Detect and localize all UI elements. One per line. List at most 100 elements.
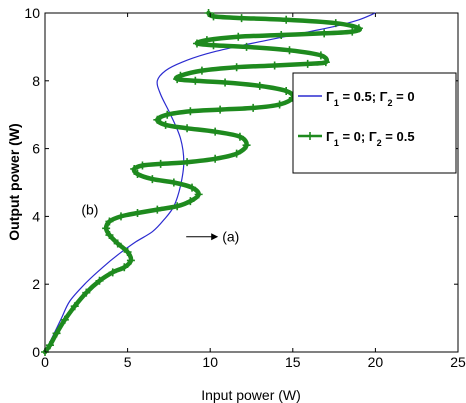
series-1-marker-57 (209, 41, 218, 50)
legend-label-0-part-0: Γ (326, 89, 334, 104)
series-1-marker-46 (191, 76, 200, 85)
y-tick-label-1: 2 (32, 276, 40, 292)
series-1-marker-19 (186, 197, 195, 206)
series-1-marker-24 (133, 170, 142, 179)
series-1-marker-1 (45, 341, 54, 350)
legend-label-0-part-4: = 0 (393, 89, 415, 104)
series-1-marker-23 (148, 175, 157, 184)
series-1-marker-62 (320, 29, 329, 38)
series-1-marker-20 (194, 190, 203, 199)
y-tick-label-4: 8 (32, 73, 40, 89)
curves-layer (41, 9, 376, 356)
legend-label-0: Γ1 = 0.5; Γ2 = 0 (326, 89, 415, 108)
series-1-marker-15 (116, 212, 125, 221)
series-1-marker-13 (102, 224, 111, 233)
legend-box (292, 72, 457, 174)
series-1-marker-5 (82, 288, 91, 297)
series-1-marker-11 (113, 239, 122, 248)
series-1-marker-12 (105, 231, 114, 240)
series-1-marker-54 (316, 51, 325, 60)
series-1-marker-61 (277, 31, 286, 40)
series-1-marker-64 (354, 24, 363, 33)
x-tick-label-3: 15 (285, 354, 301, 370)
legend-label-0-part-3: 2 (388, 98, 393, 108)
annotation-b-label: (b) (81, 201, 98, 217)
series-1-marker-65 (331, 19, 340, 28)
series-1-marker-69 (204, 9, 213, 17)
x-tick-label-0: 0 (41, 354, 49, 370)
annotation-a-label: (a) (222, 229, 239, 245)
annotations-layer: (a) (b) (81, 201, 239, 244)
x-tick-label-4: 20 (368, 354, 384, 370)
series-1-marker-59 (202, 36, 211, 45)
series-1-marker-44 (255, 81, 264, 90)
y-tick-label-5: 10 (24, 5, 40, 21)
series-1-marker-34 (183, 124, 192, 133)
series-1-marker-4 (70, 302, 79, 311)
legend-label-0-part-1: 1 (334, 98, 339, 108)
series-1-marker-50 (232, 63, 241, 72)
series-1-marker-66 (282, 15, 291, 24)
series-1-marker-25 (130, 164, 139, 173)
x-tick-label-5: 25 (450, 354, 466, 370)
series-1-marker-21 (188, 183, 197, 192)
legend-label-1-part-4: = 0.5 (382, 129, 415, 144)
legend-label-1-part-1: 1 (334, 138, 339, 148)
legend-label-1-part-0: Γ (326, 129, 334, 144)
series-1-marker-60 (234, 32, 243, 41)
legend-label-1-part-2: = 0; Γ (339, 129, 377, 144)
series-1-marker-27 (156, 159, 165, 168)
series-1-marker-67 (237, 14, 246, 23)
series-1-marker-45 (221, 78, 230, 87)
series-1-marker-9 (126, 256, 135, 265)
y-tick-label-3: 6 (32, 141, 40, 157)
series-1-marker-18 (173, 202, 182, 211)
series-1-marker-2 (52, 329, 61, 338)
series-1-marker-7 (108, 268, 117, 277)
series-1-marker-56 (242, 42, 251, 51)
series-1-marker-8 (120, 263, 129, 272)
series-1-marker-6 (95, 276, 104, 285)
series-1-marker-35 (161, 120, 170, 129)
y-tick-label-0: 0 (32, 344, 40, 360)
y-tick-label-2: 4 (32, 208, 40, 224)
x-tick-label-2: 10 (202, 354, 218, 370)
plot-area (44, 12, 459, 353)
series-1-marker-17 (153, 205, 162, 214)
series-1-marker-40 (249, 103, 258, 112)
series-1-marker-48 (176, 71, 185, 80)
series-1-marker-29 (211, 154, 220, 163)
series-1-marker-33 (211, 127, 220, 136)
series-1-marker-63 (348, 27, 357, 36)
series-1-marker-32 (235, 132, 244, 141)
series-1-marker-39 (216, 105, 225, 114)
series-1-marker-38 (186, 107, 195, 116)
legend-marker-1 (306, 132, 314, 140)
x-axis-label: Input power (W) (201, 387, 301, 403)
series-1-marker-55 (285, 46, 294, 55)
series-1-marker-51 (270, 61, 279, 70)
series-1-marker-52 (303, 59, 312, 68)
series-1-marker-30 (232, 149, 241, 158)
series-1-marker-26 (138, 161, 147, 170)
series-1-marker-43 (282, 86, 291, 95)
legend-label-1-part-3: 2 (377, 138, 382, 148)
series-1-marker-49 (197, 66, 206, 75)
series-line-1 (42, 10, 363, 355)
series-1-marker-10 (123, 247, 132, 256)
legend-label-0-part-2: = 0.5; Γ (339, 89, 388, 104)
series-1-marker-3 (60, 315, 69, 324)
series-1-marker-22 (169, 178, 178, 187)
series-1-marker-28 (183, 158, 192, 167)
legend: Γ1 = 0.5; Γ2 = 0Γ1 = 0; Γ2 = 0.5 (292, 72, 457, 174)
ticks-layer: 0 5 10 15 20 25 0 2 4 6 8 10 (24, 5, 466, 370)
series-1-marker-53 (321, 58, 330, 67)
series-1-marker-16 (133, 209, 142, 218)
series-1-marker-41 (275, 100, 284, 109)
y-axis-label: Output power (W) (6, 123, 22, 240)
series-1-marker-31 (242, 141, 251, 150)
x-tick-label-1: 5 (124, 354, 132, 370)
series-line-0 (44, 12, 376, 353)
annotation-a-arrowhead (211, 233, 219, 241)
